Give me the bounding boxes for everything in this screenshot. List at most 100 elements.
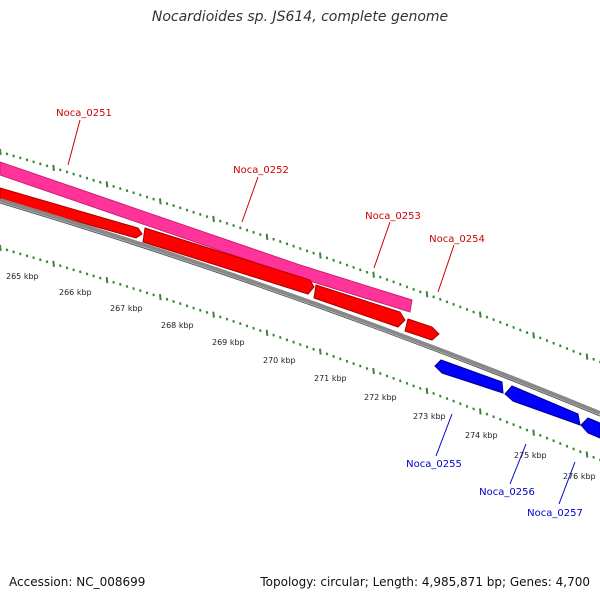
outer-tick-mark — [459, 305, 462, 309]
inner-tick-mark — [19, 252, 22, 256]
inner-tick-mark — [399, 379, 402, 383]
outer-tick-mark — [45, 164, 49, 168]
outer-tick-mark — [259, 233, 262, 237]
outer-tick-mark — [59, 168, 62, 172]
inner-tick-mark — [159, 294, 162, 301]
outer-tick-mark — [252, 230, 255, 234]
scale-label: 268 kbp — [161, 321, 194, 330]
outer-tick-mark — [265, 233, 269, 240]
outer-tick-mark — [5, 152, 9, 156]
inner-tick-mark — [319, 348, 322, 355]
inner-tick-mark — [199, 308, 202, 312]
inner-tick-mark — [479, 408, 482, 415]
gene-arrow-noca-0255[interactable] — [434, 359, 504, 394]
gene-arrow-noca-0254[interactable] — [404, 318, 440, 341]
inner-tick-mark — [212, 311, 215, 318]
scale-label: 273 kbp — [413, 412, 446, 421]
gene-arrow-noca-0252[interactable] — [142, 227, 315, 295]
inner-tick-mark — [145, 291, 149, 295]
inner-tick-mark — [225, 317, 229, 321]
outer-tick-mark — [439, 297, 442, 301]
outer-tick-mark — [205, 215, 209, 219]
scale-label: 267 kbp — [110, 304, 143, 313]
outer-tick-mark — [125, 189, 129, 193]
outer-tick-mark — [519, 328, 522, 332]
inner-tick-mark — [259, 329, 262, 333]
inner-tick-mark — [472, 407, 475, 411]
leader-line-noca-0255 — [435, 413, 453, 457]
outer-tick-mark — [105, 181, 109, 188]
outer-tick-mark — [279, 240, 282, 244]
outer-tick-mark — [479, 311, 482, 318]
inner-tick-mark — [339, 357, 342, 361]
outer-tick-mark — [239, 226, 242, 230]
outer-tick-mark — [312, 251, 315, 255]
leader-line-noca-0254 — [437, 244, 455, 293]
inner-tick-mark — [559, 442, 562, 446]
inner-tick-mark — [65, 266, 69, 270]
leader-line-noca-0251 — [67, 119, 81, 166]
inner-tick-mark — [419, 386, 422, 390]
outer-tick-mark — [512, 325, 515, 329]
gene-arrow-noca-0253[interactable] — [313, 284, 406, 328]
outer-tick-mark — [559, 344, 562, 348]
inner-tick-mark — [139, 289, 142, 293]
outer-tick-mark — [472, 310, 475, 314]
inner-tick-mark — [85, 272, 89, 276]
gene-label-noca-0256[interactable]: Noca_0256 — [479, 487, 535, 498]
inner-tick-mark — [59, 264, 62, 268]
inner-tick-mark — [552, 439, 555, 443]
outer-tick-mark — [179, 206, 182, 210]
inner-tick-mark — [459, 402, 462, 406]
gene-arrow-noca-0256[interactable] — [504, 385, 581, 426]
gene-label-noca-0255[interactable]: Noca_0255 — [406, 459, 462, 470]
leader-line-noca-0252 — [241, 176, 259, 223]
inner-tick-mark — [119, 282, 122, 286]
gene-label-noca-0251[interactable]: Noca_0251 — [56, 108, 112, 119]
outer-tick-mark — [359, 268, 362, 272]
gene-label-noca-0252[interactable]: Noca_0252 — [233, 165, 289, 176]
inner-tick-mark — [99, 276, 102, 280]
outer-tick-mark — [539, 336, 542, 340]
inner-tick-mark — [579, 450, 582, 454]
outer-tick-mark — [445, 300, 449, 304]
outer-tick-mark — [325, 256, 329, 260]
gene-arrow-noca-0251[interactable] — [0, 187, 143, 239]
outer-tick-mark — [485, 315, 489, 319]
scale-label: 272 kbp — [364, 393, 397, 402]
inner-tick-mark — [425, 387, 429, 394]
outer-tick-mark — [92, 178, 95, 182]
leader-line-noca-0253 — [373, 221, 391, 269]
outer-tick-mark — [272, 237, 275, 241]
outer-tick-mark — [112, 184, 115, 188]
inner-tick-mark — [25, 254, 29, 258]
outer-tick-mark — [72, 172, 75, 176]
inner-tick-mark — [445, 397, 449, 401]
inner-tick-mark — [205, 310, 209, 314]
inner-tick-mark — [72, 268, 75, 272]
outer-tick-mark — [145, 195, 149, 199]
gene-label-noca-0253[interactable]: Noca_0253 — [365, 211, 421, 222]
inner-tick-mark — [299, 343, 302, 347]
gene-highlight-band[interactable] — [0, 161, 413, 313]
outer-tick-mark — [319, 252, 322, 259]
outer-tick-mark — [432, 295, 435, 299]
inner-tick-mark — [385, 374, 389, 378]
inner-tick-mark — [545, 436, 549, 440]
outer-tick-mark — [592, 357, 595, 361]
inner-tick-mark — [179, 302, 182, 306]
gene-label-noca-0257[interactable]: Noca_0257 — [527, 508, 583, 519]
gene-label-noca-0254[interactable]: Noca_0254 — [429, 234, 485, 245]
inner-tick-mark — [152, 293, 155, 297]
leader-line-noca-0256 — [509, 443, 527, 485]
inner-tick-mark — [539, 433, 542, 437]
outer-tick-mark — [245, 228, 249, 232]
outer-tick-mark — [65, 170, 69, 174]
outer-tick-mark — [79, 174, 82, 178]
gene-arrow-noca-0257[interactable] — [580, 417, 600, 439]
inner-tick-mark — [499, 417, 502, 421]
inner-tick-mark — [112, 280, 115, 284]
outer-tick-mark — [299, 247, 302, 251]
outer-tick-mark — [552, 341, 555, 345]
inner-tick-mark — [359, 364, 362, 368]
